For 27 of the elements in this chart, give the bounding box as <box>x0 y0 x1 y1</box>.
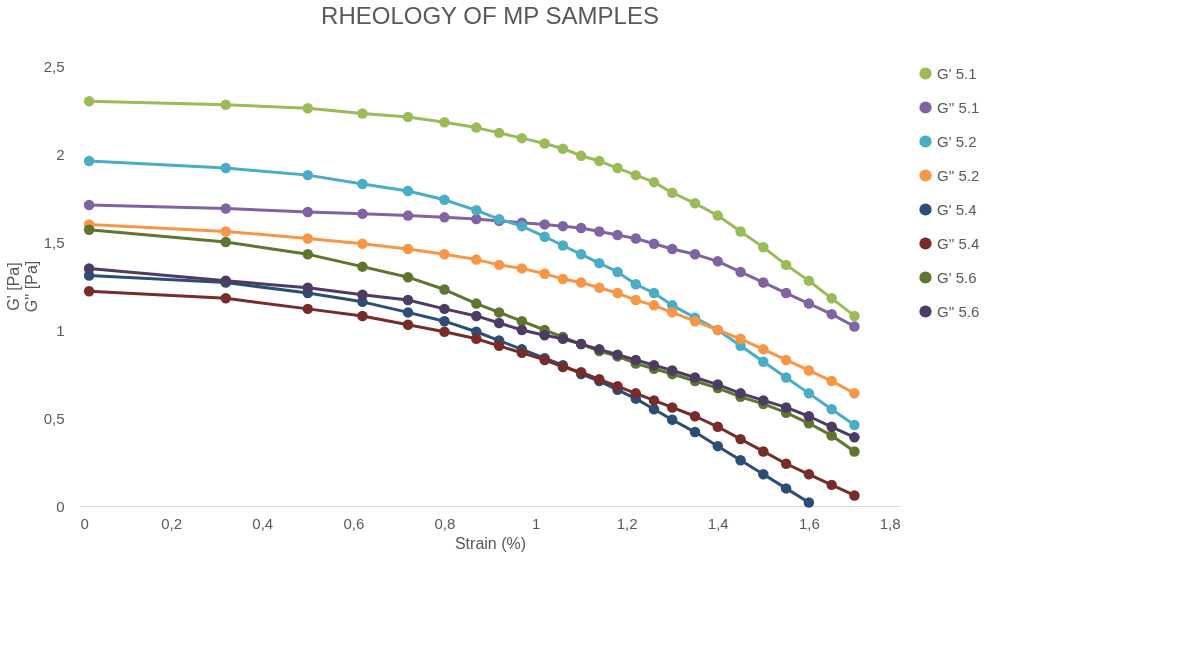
legend-label: G'' 5.6 <box>937 302 980 320</box>
x-tick-label: 1,2 <box>616 514 638 532</box>
x-tick-label: 0,8 <box>434 514 456 532</box>
x-tick-label: 0,6 <box>343 514 365 532</box>
chart-title: RHEOLOGY OF MP SAMPLES <box>321 2 659 29</box>
y-tick-label: 1,5 <box>43 233 65 251</box>
legend-label: G'' 5.4 <box>937 234 980 252</box>
x-tick-label: 1 <box>531 514 541 532</box>
x-tick-label: 0,4 <box>252 514 274 532</box>
y-tick-label: 0,5 <box>43 409 65 427</box>
x-tick-label: 0 <box>80 514 89 532</box>
x-tick-label: 1,4 <box>707 514 729 532</box>
x-tick-label: 0,2 <box>161 514 183 532</box>
x-tick-label: 1,8 <box>879 514 901 532</box>
y-tick-label: 0 <box>56 497 65 515</box>
legend-label: G'' 5.1 <box>937 98 980 116</box>
x-tick-label: 1,6 <box>798 514 820 532</box>
legend-label: G' 5.1 <box>937 64 977 82</box>
legend-label: G'' 5.2 <box>937 166 980 184</box>
y-tick-label: 1 <box>56 321 65 339</box>
legend-label: G' 5.6 <box>937 268 977 286</box>
y-axis-title: G' [Pa] G'' [Pa] <box>4 260 40 313</box>
legend-label: G' 5.4 <box>937 200 977 218</box>
y-tick-label: 2,5 <box>43 57 65 75</box>
legend-label: G' 5.2 <box>937 132 977 150</box>
y-tick-label: 2 <box>56 145 65 163</box>
x-axis-title: Strain (%) <box>454 534 527 552</box>
